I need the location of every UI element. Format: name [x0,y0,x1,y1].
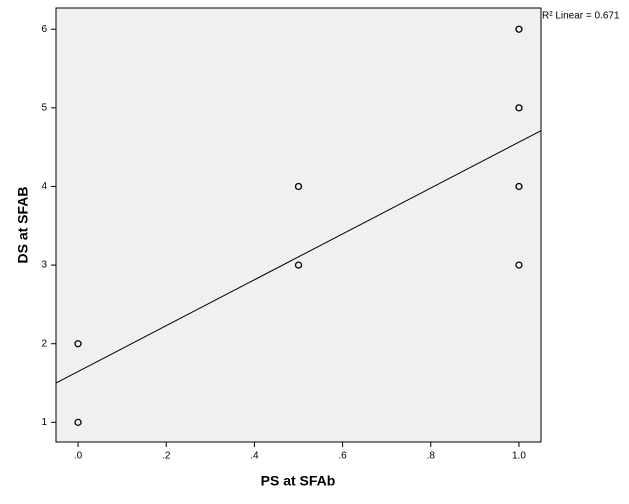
x-tick-label: .0 [74,451,83,462]
point [515,261,523,269]
y-tick-label: 2 [41,338,47,349]
point [294,261,303,269]
y-axis-label: DS at SFAB [15,186,31,263]
y-tick-label: 5 [41,102,47,113]
y-tick-label: 4 [41,181,47,192]
fit-line [55,130,542,384]
x-tick-label: 1.0 [512,451,526,462]
point [515,25,523,33]
annotation: R² Linear = 0.671 [542,11,620,22]
x-tick-label: .6 [338,451,347,462]
point [294,182,303,191]
y-tick-label: 1 [41,417,47,428]
plot-area [55,7,542,443]
y-tick-label: 6 [41,24,47,35]
point [515,182,523,191]
x-tick-label: .8 [427,451,436,462]
point [74,418,82,426]
point [74,340,82,348]
x-axis-label: PS at SFAb [261,473,336,489]
x-tick-label: .2 [162,451,171,462]
y-tick-label: 3 [41,260,47,271]
point [515,104,523,112]
x-tick-label: .4 [250,451,259,462]
